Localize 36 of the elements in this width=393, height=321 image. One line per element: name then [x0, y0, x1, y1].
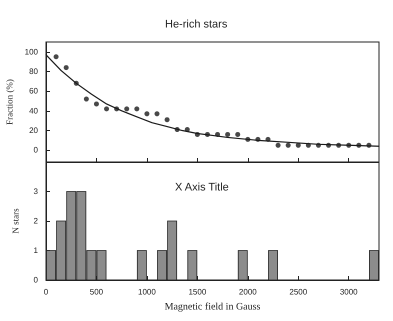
point	[64, 65, 69, 70]
point	[286, 142, 291, 148]
point	[124, 106, 130, 112]
point	[84, 96, 89, 102]
point	[134, 106, 140, 112]
x-tick-label: 500	[90, 288, 104, 296]
point	[154, 111, 160, 116]
x-tick-label: 0	[44, 288, 49, 296]
point	[164, 117, 170, 122]
y-tick-label: 40	[29, 106, 39, 116]
annotation: X Axis Title	[175, 182, 229, 194]
point	[54, 54, 59, 60]
y-tick-label: 3	[34, 187, 39, 196]
x-tick-label: 3000	[340, 288, 358, 296]
point	[104, 106, 110, 112]
x-tick-label: 2500	[289, 288, 308, 296]
y-tick-label: 100	[24, 47, 39, 56]
x-tick-label: 1000	[138, 288, 156, 296]
y-tick-label: 80	[29, 67, 39, 76]
y-tick-label: 2	[34, 216, 39, 226]
point	[225, 132, 230, 137]
y-tick-label: 0	[34, 276, 39, 284]
y-tick-label: 20	[29, 126, 39, 136]
x-tick-label: 1500	[188, 288, 207, 296]
y-tick-label: 1	[34, 246, 39, 255]
point	[235, 132, 240, 137]
point	[144, 111, 150, 116]
y-axis-title: N stars	[10, 208, 20, 234]
point	[94, 101, 99, 106]
y-tick-label: 0	[34, 146, 39, 155]
point	[276, 142, 281, 148]
y-tick-label: 60	[29, 86, 39, 96]
y-axis-title: Fraction (%)	[4, 79, 14, 125]
x-tick-label: 2000	[238, 288, 258, 296]
x-axis-title: Magnetic field in Gauss	[164, 302, 261, 312]
chart-title: He-rich stars	[165, 18, 228, 30]
